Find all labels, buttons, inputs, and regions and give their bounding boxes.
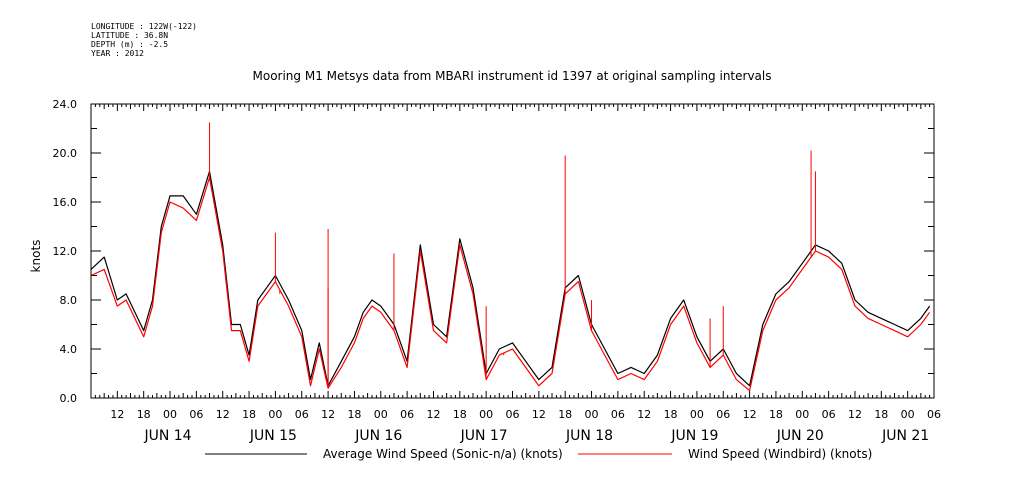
legend-label-average-sonic: Average Wind Speed (Sonic-n/a) (knots) [323, 447, 563, 461]
x-tick-label: 18 [558, 408, 572, 421]
x-tick-label: 06 [189, 408, 203, 421]
x-tick-label: 12 [426, 408, 440, 421]
x-tick-label: 18 [664, 408, 678, 421]
chart-title: Mooring M1 Metsys data from MBARI instru… [253, 69, 772, 83]
y-axis-label: knots [29, 240, 43, 273]
x-tick-label: 00 [268, 408, 282, 421]
meta-depth: DEPTH (m) : -2.5 [91, 40, 169, 49]
x-tick-label: 18 [242, 408, 256, 421]
x-tick-label: 06 [822, 408, 836, 421]
x-tick-label: 00 [795, 408, 809, 421]
y-tick-label: 16.0 [53, 196, 78, 209]
x-tick-label: 06 [611, 408, 625, 421]
day-label: JUN 18 [565, 428, 613, 444]
x-tick-label: 06 [716, 408, 730, 421]
x-tick-label: 18 [769, 408, 783, 421]
x-tick-label: 12 [216, 408, 230, 421]
meta-longitude: LONGITUDE : 122W(-122) [91, 22, 197, 31]
x-tick-label: 12 [532, 408, 546, 421]
x-tick-label: 00 [690, 408, 704, 421]
x-tick-label: 12 [637, 408, 651, 421]
day-label: JUN 20 [776, 428, 824, 444]
x-tick-label: 18 [874, 408, 888, 421]
x-tick-label: 00 [374, 408, 388, 421]
x-tick-label: 06 [295, 408, 309, 421]
x-tick-label: 12 [743, 408, 757, 421]
x-tick-label: 00 [479, 408, 493, 421]
y-tick-label: 12.0 [53, 245, 78, 258]
x-tick-label: 00 [585, 408, 599, 421]
x-tick-label: 18 [137, 408, 151, 421]
series-line-windbird [90, 176, 931, 392]
day-label: JUN 16 [354, 428, 402, 444]
meta-latitude: LATITUDE : 36.8N [91, 31, 169, 40]
x-tick-label: 12 [110, 408, 124, 421]
day-label: JUN 17 [460, 428, 508, 444]
plot-area-frame [90, 103, 935, 399]
x-tick-label: 18 [453, 408, 467, 421]
day-label: JUN 19 [670, 428, 718, 444]
day-label: JUN 14 [143, 428, 191, 444]
meta-year: YEAR : 2012 [91, 49, 144, 58]
x-tick-label: 00 [163, 408, 177, 421]
x-tick-label: 06 [400, 408, 414, 421]
x-tick-label: 00 [901, 408, 915, 421]
y-tick-label: 4.0 [60, 343, 78, 356]
y-tick-label: 8.0 [60, 294, 78, 307]
y-tick-label: 24.0 [53, 98, 78, 111]
y-tick-label: 0.0 [60, 392, 78, 405]
x-tick-label: 06 [927, 408, 941, 421]
day-label: JUN 21 [881, 428, 929, 444]
x-tick-label: 06 [506, 408, 520, 421]
x-tick-label: 12 [848, 408, 862, 421]
x-tick-label: 18 [347, 408, 361, 421]
day-label: JUN 15 [249, 428, 297, 444]
x-tick-label: 12 [321, 408, 335, 421]
legend-label-windbird: Wind Speed (Windbird) (knots) [688, 447, 872, 461]
series-line-average-sonic [90, 170, 931, 387]
y-tick-label: 20.0 [53, 147, 78, 160]
